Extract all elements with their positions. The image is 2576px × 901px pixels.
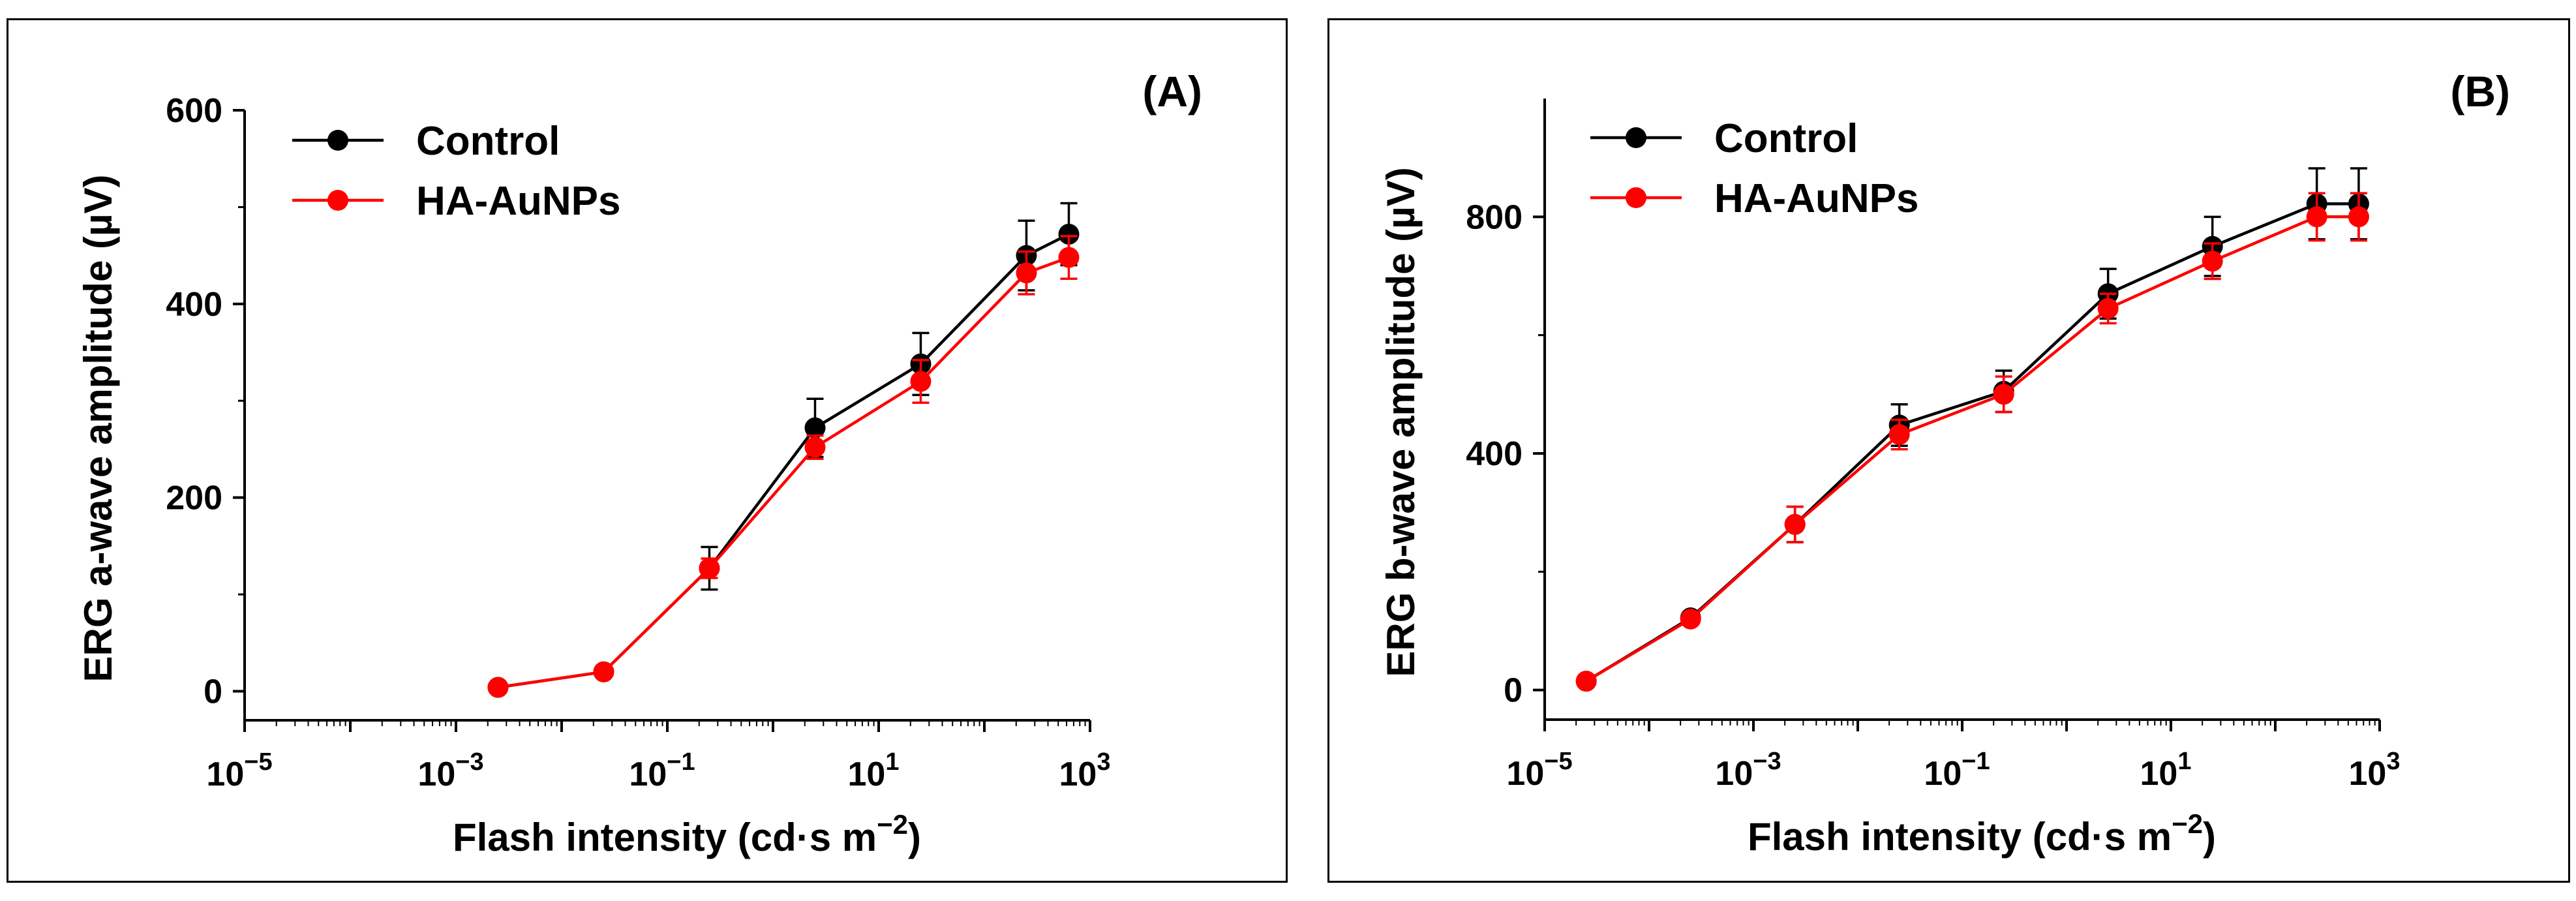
x-tick-label: 101 (848, 748, 900, 793)
y-tick-label: 0 (204, 673, 222, 710)
y-tick-label: 400 (166, 286, 222, 324)
chart-panel-b: 0 400 800 10−5 10−3 10−1 101 103 Flash intensity… (1327, 18, 2570, 883)
x-axis-title-superscript: −2 (2172, 808, 2203, 839)
y-axis-title: ERG b-wave amplitude (µV) (1379, 167, 1423, 677)
data-point (1058, 223, 1080, 245)
series-line (1585, 215, 2359, 683)
x-tick-exponent: 1 (885, 748, 899, 776)
data-point (804, 417, 826, 438)
x-tick-label: 101 (2140, 748, 2192, 793)
data-point (1993, 384, 2014, 405)
x-axis-title-end: ) (908, 816, 921, 859)
x-axis-title-superscript: −2 (877, 809, 908, 840)
series-ha-aunps (487, 235, 1080, 698)
legend-marker (1626, 187, 1646, 208)
x-tick-label: 10−3 (417, 748, 483, 793)
x-tick-base: 10 (1924, 755, 1962, 793)
chart-panel-a: 0 200 400 600 10−5 10−3 10−1 101 103 Flash intens… (7, 18, 1288, 883)
x-tick-base: 10 (417, 756, 455, 793)
data-point (2097, 298, 2119, 319)
x-tick-label: 10−3 (1715, 748, 1781, 793)
legend-marker (327, 190, 348, 211)
x-axis-title: Flash intensity (cd·s m−2) (453, 809, 921, 859)
data-point (804, 436, 826, 458)
x-tick-base: 10 (206, 756, 244, 793)
legend-label: HA-AuNPs (1714, 176, 1918, 221)
x-tick-exponent: 3 (2386, 748, 2400, 775)
y-tick-label: 400 (1466, 435, 1523, 473)
x-tick-base: 10 (2140, 755, 2178, 793)
data-point (2306, 206, 2327, 228)
panel-label: (A) (1142, 67, 1202, 115)
data-point (1016, 262, 1037, 284)
x-tick-exponent: 3 (1097, 748, 1110, 776)
x-tick-exponent: 1 (2177, 748, 2191, 775)
x-tick-base: 10 (1059, 756, 1097, 793)
x-tick-base: 10 (2349, 755, 2387, 793)
data-point (1058, 247, 1080, 268)
x-tick-exponent: −5 (1544, 748, 1572, 775)
x-tick-base: 10 (1506, 755, 1544, 793)
y-axis-title: ERG a-wave amplitude (µV) (76, 174, 120, 682)
legend-label: HA-AuNPs (416, 179, 620, 224)
x-tick-label: 103 (1059, 748, 1111, 793)
x-axis-title-end: ) (2203, 815, 2216, 859)
legend-marker (1626, 127, 1646, 148)
x-axis-title-main: Flash intensity (cd·s m (453, 816, 877, 859)
x-tick-label: 10−1 (1924, 748, 1990, 793)
x-tick-exponent: −1 (667, 748, 695, 776)
x-tick-base: 10 (848, 756, 886, 793)
series-control (487, 202, 1080, 698)
y-tick-label: 200 (166, 480, 222, 517)
x-tick-label: 10−1 (629, 748, 695, 793)
data-point (1680, 608, 1701, 630)
legend-label: Control (416, 119, 560, 164)
x-tick-base: 10 (1715, 755, 1753, 793)
data-point (2348, 206, 2369, 228)
x-tick-label: 103 (2349, 748, 2401, 793)
x-axis-title: Flash intensity (cd·s m−2) (1748, 808, 2216, 859)
x-tick-exponent: −3 (455, 748, 483, 776)
x-axis-title-main: Flash intensity (cd·s m (1748, 815, 2172, 859)
y-tick-label: 600 (166, 92, 222, 130)
data-point (593, 661, 614, 682)
x-tick-exponent: −5 (244, 748, 272, 776)
x-tick-exponent: −3 (1753, 748, 1781, 775)
data-point (699, 557, 720, 579)
series-line (498, 232, 1070, 689)
x-tick-label: 10−5 (1506, 748, 1572, 793)
y-tick-label: 800 (1466, 198, 1523, 236)
y-tick-label: 0 (1504, 672, 1523, 710)
data-point (910, 371, 932, 392)
x-tick-base: 10 (629, 756, 667, 793)
data-point (487, 677, 509, 698)
legend-marker (327, 130, 348, 151)
data-point (1784, 513, 1806, 535)
data-point (1888, 423, 1910, 445)
x-tick-exponent: −1 (1962, 748, 1990, 775)
x-tick-label: 10−5 (206, 748, 272, 793)
panel-label: (B) (2450, 67, 2510, 115)
series-ha-aunps (1575, 192, 2369, 692)
data-point (2202, 251, 2223, 272)
series-line (498, 256, 1070, 689)
data-point (1575, 671, 1597, 692)
legend-label: Control (1714, 116, 1858, 161)
